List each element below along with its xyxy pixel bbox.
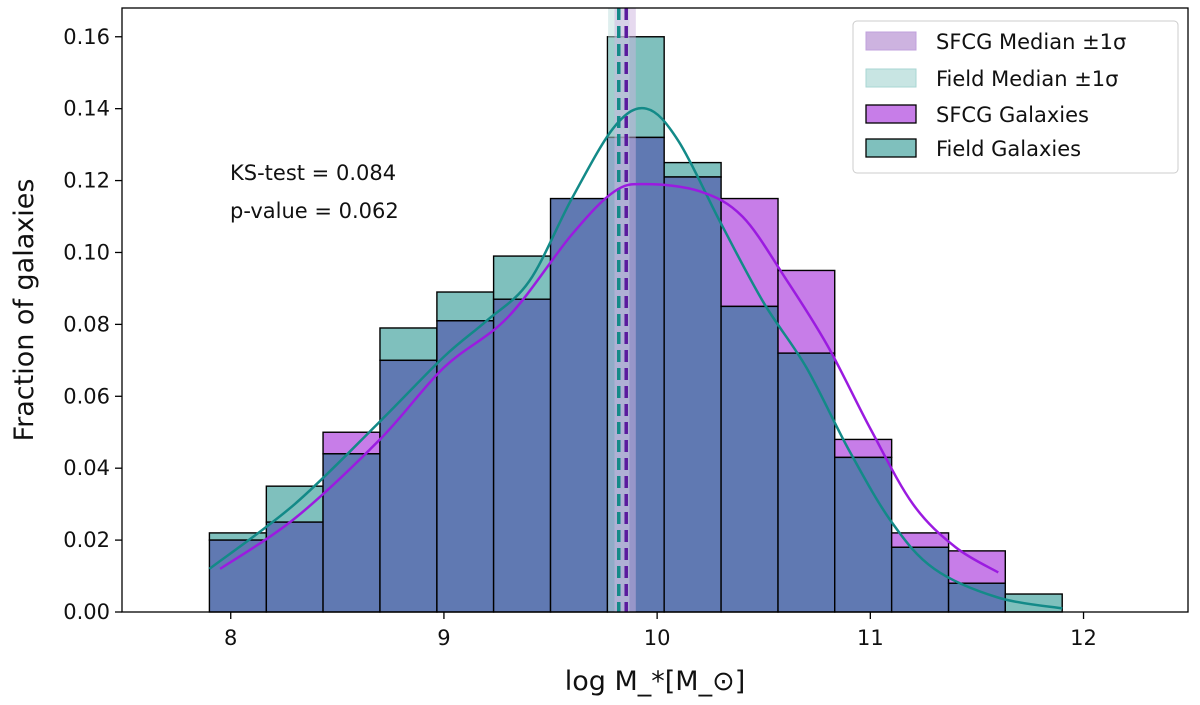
- x-axis-label: log M_*[M_⊙]: [565, 666, 746, 697]
- histogram-bar-overlap: [549, 197, 609, 613]
- y-tick-label: 0.06: [63, 384, 110, 408]
- kde-curve: [219, 182, 999, 574]
- legend-label-sfcg: SFCG Galaxies: [936, 103, 1089, 127]
- y-tick-label: 0.08: [63, 312, 110, 336]
- y-axis-label: Fraction of galaxies: [9, 179, 40, 442]
- p-value-annotation: p-value = 0.062: [230, 199, 399, 223]
- y-tick-label: 0.00: [63, 600, 110, 624]
- plot-frame: [121, 7, 1189, 613]
- kde-curve: [208, 106, 1063, 610]
- histogram-bar-overlap: [663, 176, 722, 613]
- y-tick-label: 0.14: [63, 97, 110, 121]
- legend-swatch-sfcg-median: [865, 31, 917, 51]
- legend-swatch-sfcg: [865, 104, 917, 124]
- bars-layer: [208, 36, 1063, 613]
- histogram-bar-overlap: [208, 539, 268, 613]
- y-tick-label: 0.10: [63, 240, 110, 264]
- y-ticks: 0.00 0.02 0.04 0.06 0.08 0.10 0.12 0.14 0.16: [63, 25, 122, 624]
- x-tick-label: 8: [224, 626, 237, 650]
- x-tick-label: 11: [857, 626, 884, 650]
- ks-test-annotation: KS-test = 0.084: [230, 161, 396, 185]
- kde-layer: [208, 106, 1063, 610]
- histogram-bar-excess: [492, 255, 552, 300]
- y-tick-label: 0.04: [63, 456, 110, 480]
- histogram-bar-excess: [1004, 593, 1063, 613]
- legend-box: [852, 20, 1179, 174]
- histogram-bar-excess: [379, 327, 438, 362]
- legend-label-sfcg-median: SFCG Median ±1σ: [936, 30, 1126, 54]
- legend-label-field-median: Field Median ±1σ: [936, 67, 1118, 91]
- x-tick-label: 12: [1070, 626, 1097, 650]
- x-tick-label: 10: [644, 626, 671, 650]
- median-bands-layer: [608, 8, 636, 612]
- histogram-bar-overlap: [379, 359, 438, 613]
- histogram-bar-excess: [436, 291, 495, 322]
- histogram-bar-overlap: [492, 298, 552, 613]
- histogram-bar-overlap: [322, 453, 381, 613]
- x-tick-label: 9: [437, 626, 450, 650]
- y-tick-label: 0.16: [63, 25, 110, 49]
- histogram-bar-overlap: [777, 352, 836, 613]
- histogram-bar-overlap: [720, 305, 779, 613]
- histogram-bar-overlap: [834, 456, 893, 613]
- legend-swatch-field-median: [865, 68, 917, 88]
- x-ticks: 8 9 10 11 12: [224, 612, 1097, 650]
- histogram-bar-overlap: [436, 320, 495, 613]
- histogram-bar-overlap: [265, 521, 324, 613]
- y-tick-label: 0.12: [63, 169, 110, 193]
- histogram-bar-excess: [947, 550, 1006, 584]
- legend-swatch-field: [865, 138, 917, 158]
- y-tick-label: 0.02: [63, 528, 110, 552]
- legend: SFCG Median ±1σ Field Median ±1σ SFCG Ga…: [852, 20, 1179, 174]
- legend-label-field: Field Galaxies: [936, 137, 1081, 161]
